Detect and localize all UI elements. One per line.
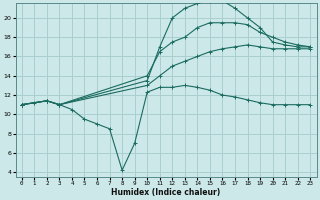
X-axis label: Humidex (Indice chaleur): Humidex (Indice chaleur)	[111, 188, 221, 197]
